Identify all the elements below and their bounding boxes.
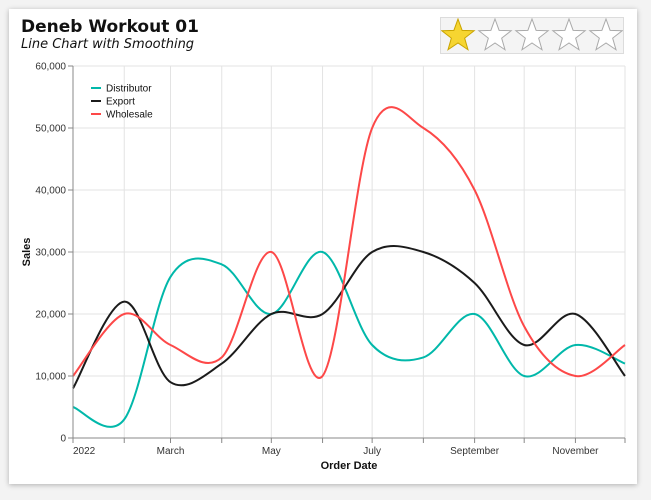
x-tick-label: 2022 [73,446,96,457]
y-tick-label: 0 [60,434,66,445]
star-empty-icon[interactable] [588,18,623,51]
star-filled-icon[interactable] [441,18,476,51]
star-rating[interactable] [440,17,624,54]
x-tick-label: September [450,446,500,457]
y-tick-label: 50,000 [35,124,66,135]
star-rating-graphic [441,18,623,51]
y-tick-label: 40,000 [35,186,66,197]
legend-label: Wholesale [106,110,153,121]
series-line-export[interactable] [72,245,626,389]
chart-title: Deneb Workout 01 [21,17,199,37]
star-empty-icon[interactable] [514,18,550,51]
series-line-wholesale[interactable] [72,106,626,380]
y-tick-label: 60,000 [35,62,66,73]
x-tick-label: November [552,446,599,457]
line-chart: 0 10,000 20,000 30,000 40,000 50,000 60,000 202… [21,62,626,472]
chart-subtitle: Line Chart with Smoothing [21,37,195,52]
x-axis-title: Order Date [321,460,378,472]
legend-item-distributor[interactable]: Distributor [91,84,152,95]
star-empty-icon[interactable] [551,18,587,51]
x-tick-label: July [363,446,381,457]
x-tick-label: March [157,446,185,457]
chart-axes: 0 10,000 20,000 30,000 40,000 50,000 60,000 202… [21,62,626,472]
y-tick-label: 20,000 [35,310,66,321]
legend-label: Distributor [106,84,152,95]
legend-item-wholesale[interactable]: Wholesale [91,110,153,121]
chart-series-lines [72,106,626,428]
star-empty-icon[interactable] [477,18,513,51]
chart-card: Deneb Workout 01 Line Chart with Smoothi… [9,9,637,484]
chart-legend: Distributor Export Wholesale [91,84,153,121]
series-line-distributor[interactable] [72,250,626,428]
legend-label: Export [106,97,135,108]
legend-item-export[interactable]: Export [91,97,135,108]
y-tick-label: 30,000 [35,248,66,259]
y-tick-label: 10,000 [35,372,66,383]
x-tick-label: May [262,446,281,457]
y-axis-title: Sales [21,238,33,267]
